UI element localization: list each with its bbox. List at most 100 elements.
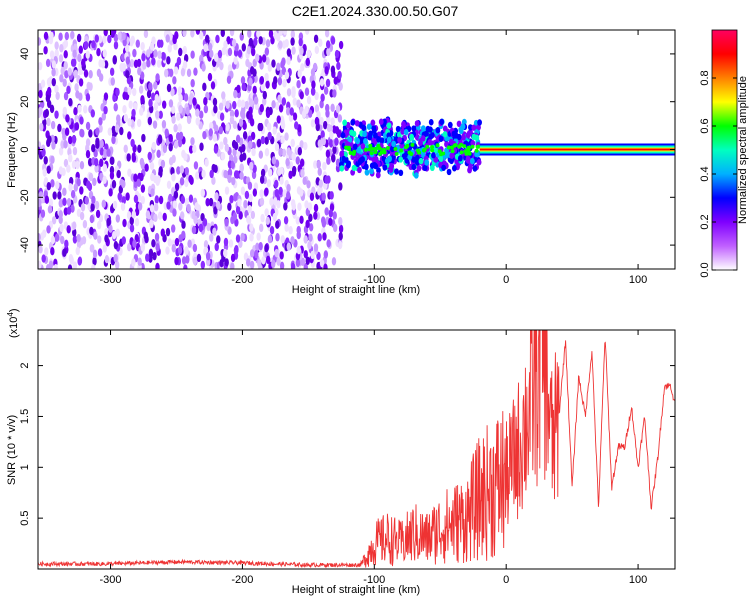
heat-cell [192,243,198,253]
heat-cell [125,70,130,79]
heat-cell [64,239,69,249]
heat-cell [414,159,420,166]
heat-cell [326,239,331,248]
heat-cell [468,124,473,131]
heat-cell [279,261,285,269]
heat-cell [176,166,181,175]
heat-cell [247,205,252,214]
heat-cell [264,47,270,56]
heat-cell [109,171,115,180]
heat-cell [369,151,374,156]
x-tick-label: -100 [363,274,385,286]
heat-cell [269,197,274,206]
heat-cell [213,53,219,62]
heat-cell [179,165,185,174]
heat-cell [223,169,228,179]
heat-cell [219,141,224,150]
heat-cell [108,224,113,233]
heat-cell [308,213,313,222]
heat-cell [286,56,291,66]
heat-cell [43,177,49,186]
heat-cell [291,46,296,55]
heat-cell [46,182,51,191]
heat-cell [139,157,145,167]
heat-cell [174,256,179,266]
heat-cell [67,147,72,157]
heat-cell [448,138,454,146]
heat-cell [237,99,242,108]
heat-cell [246,215,251,224]
heat-cell [213,105,218,114]
heat-cell [134,217,140,227]
heat-cell [290,37,295,46]
heat-cell [126,153,131,162]
heat-cell [112,200,118,210]
heat-cell [153,174,158,184]
heat-cell [252,68,257,77]
heat-cell [321,192,326,201]
heat-cell [46,165,51,174]
heat-cell [373,150,378,155]
heat-cell [110,156,115,165]
heat-cell [376,167,381,174]
heat-cell [80,203,86,212]
heat-cell [469,157,475,165]
heat-cell [244,190,250,200]
heat-cell [249,161,254,171]
heat-cell [242,131,248,140]
heat-cell [84,196,89,205]
heat-cell [102,163,108,173]
heat-cell [95,140,100,150]
heat-cell [200,188,206,198]
heat-cell [223,40,228,49]
heat-cell [276,257,281,266]
heat-cell [395,125,401,133]
colorbar-tick-label: 0.6 [699,118,711,133]
heat-cell [140,95,145,104]
heat-cell [103,30,108,37]
heat-cell [239,163,244,172]
heat-cell [329,130,334,140]
heat-cell [177,245,183,255]
heat-cell [317,187,322,196]
heat-cell [283,202,288,211]
heat-cell [172,208,177,217]
heat-cell [173,66,179,75]
bottom-y-ticks: 0.5 1 1.5 2 [19,363,675,526]
heat-cell [425,125,431,133]
heat-cell [317,139,322,148]
heat-cell [38,260,42,269]
heat-cell [54,41,59,50]
heat-cell [109,67,115,76]
heat-cell [259,189,264,198]
heat-cell [90,109,95,118]
heat-cell [230,160,235,170]
heat-cell [72,49,77,58]
heat-cell [447,121,453,129]
heat-cell [158,166,163,175]
heat-cell [160,228,166,237]
heat-cell [140,195,145,205]
heat-cell [405,143,410,148]
heat-cell [165,227,171,237]
x-tick-label: 100 [629,574,647,586]
heat-cell [357,158,363,165]
x-tick-label: 0 [503,574,509,586]
heat-cell [87,158,93,167]
heat-cell [51,141,56,150]
heat-cell [435,143,440,148]
heat-cell [299,46,304,56]
heat-cell [340,132,346,139]
heat-cell [113,103,118,112]
heat-cell [192,144,197,153]
heat-cell [259,197,265,206]
heat-cell [101,112,107,121]
heat-cell [271,100,276,109]
heat-cell [68,135,73,145]
heat-cell [444,141,449,148]
heat-cell [220,30,226,38]
heat-cell [63,50,68,59]
heat-cell [62,248,67,257]
heat-cell [49,50,55,59]
heat-cell [277,167,282,176]
